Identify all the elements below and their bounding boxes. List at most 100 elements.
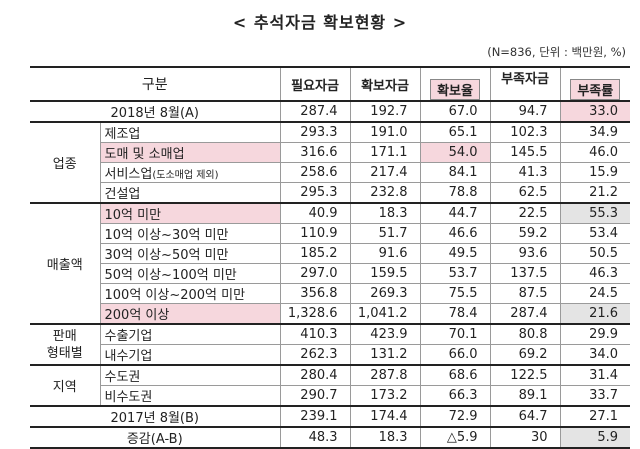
row-label: 30억 이상~50억 미만 xyxy=(99,243,281,264)
cell-secured: 18.3 xyxy=(349,203,421,224)
cell-secured: 269.3 xyxy=(349,283,421,304)
header-shortfall: 부족자금 xyxy=(489,66,561,102)
cell-required: 239.1 xyxy=(279,406,351,428)
row-label: 도매 및 소매업 xyxy=(99,142,281,163)
cell-secured-ratio: 66.0 xyxy=(419,344,491,366)
group-label-industry: 업종 xyxy=(30,122,100,204)
cell-secured: 171.1 xyxy=(349,142,421,163)
cell-secured: 232.8 xyxy=(349,182,421,204)
row-label: 2017년 8월(B) xyxy=(30,406,281,428)
cell-required: 1,328.6 xyxy=(279,303,351,325)
cell-shortfall: 22.5 xyxy=(489,203,561,224)
cell-shortfall-ratio: 34.9 xyxy=(559,122,631,143)
cell-required: 316.6 xyxy=(279,142,351,163)
cell-secured: 217.4 xyxy=(349,162,421,183)
table-row: 매출액 10억 미만 40.9 18.3 44.7 22.5 55.3 xyxy=(30,203,631,325)
cell-secured-ratio: 72.9 xyxy=(419,406,491,428)
cell-shortfall: 287.4 xyxy=(489,303,561,325)
cell-required: 356.8 xyxy=(279,283,351,304)
row-label-cell: 서비스업(도소매업 제외) xyxy=(99,162,281,183)
table-row: 건설업 295.3 232.8 78.8 62.5 21.2 xyxy=(30,182,631,204)
table-title: < 추석자금 확보현황 > xyxy=(232,13,408,32)
cell-secured: 91.6 xyxy=(349,243,421,264)
row-label: 비수도권 xyxy=(99,385,281,407)
cell-shortfall: 145.5 xyxy=(489,142,561,163)
table-row: 100억 이상~200억 미만 356.8 269.3 75.5 87.5 24… xyxy=(30,283,631,304)
cell-secured: 191.0 xyxy=(349,122,421,143)
header-secured-ratio: 확보율 xyxy=(430,79,480,99)
cell-secured-ratio: 78.4 xyxy=(419,303,491,325)
header-row: 구분 필요자금 확보자금 확보율 부족자금 부족률 xyxy=(30,66,631,102)
cell-shortfall: 87.5 xyxy=(489,283,561,304)
table-row: 비수도권 290.7 173.2 66.3 89.1 33.7 xyxy=(30,385,631,407)
table-row: 지역 수도권 280.4 287.8 68.6 122.5 31.4 xyxy=(30,365,631,407)
cell-shortfall: 137.5 xyxy=(489,263,561,284)
cell-secured-ratio: 70.1 xyxy=(419,324,491,345)
cell-secured-ratio: 66.3 xyxy=(419,385,491,407)
cell-shortfall-ratio: 27.1 xyxy=(559,406,631,428)
row-label: 내수기업 xyxy=(99,344,281,366)
table-row: 2018년 8월(A) 287.4 192.7 67.0 94.7 33.0 xyxy=(30,101,631,123)
cell-shortfall: 30 xyxy=(489,427,561,449)
cell-shortfall-ratio: 34.0 xyxy=(559,344,631,366)
row-label: 100억 이상~200억 미만 xyxy=(99,283,281,304)
header-secured: 확보자금 xyxy=(349,66,421,102)
cell-required: 295.3 xyxy=(279,182,351,204)
cell-shortfall: 89.1 xyxy=(489,385,561,407)
cell-required: 410.3 xyxy=(279,324,351,345)
row-label-note: (도소매업 제외) xyxy=(152,170,219,181)
cell-required: 280.4 xyxy=(279,365,351,386)
cell-secured-ratio: 67.0 xyxy=(419,101,491,123)
cell-shortfall-ratio: 24.5 xyxy=(559,283,631,304)
cell-shortfall-ratio: 46.0 xyxy=(559,142,631,163)
table-row: 도매 및 소매업 316.6 171.1 54.0 145.5 46.0 xyxy=(30,142,631,163)
row-label: 50억 이상~100억 미만 xyxy=(99,263,281,284)
cell-shortfall-ratio: 21.2 xyxy=(559,182,631,204)
cell-secured: 18.3 xyxy=(349,427,421,449)
cell-secured-ratio: 78.8 xyxy=(419,182,491,204)
cell-shortfall: 59.2 xyxy=(489,223,561,244)
row-label: 10억 이상~30억 미만 xyxy=(99,223,281,244)
header-shortfall-ratio-cell: 부족률 xyxy=(559,66,631,102)
cell-secured: 159.5 xyxy=(349,263,421,284)
row-label: 수출기업 xyxy=(99,324,281,345)
cell-secured: 287.8 xyxy=(349,365,421,386)
table-row: 200억 이상 1,328.6 1,041.2 78.4 287.4 21.6 xyxy=(30,303,631,325)
header-secured-ratio-cell: 확보율 xyxy=(419,66,491,102)
row-label: 제조업 xyxy=(99,122,281,143)
table-row: 10억 이상~30억 미만 110.9 51.7 46.6 59.2 53.4 xyxy=(30,223,631,244)
header-shortfall-ratio: 부족률 xyxy=(570,79,621,99)
header-category: 구분 xyxy=(30,66,281,102)
unit-note: (N=836, 단위 : 백만원, %) xyxy=(487,45,626,59)
cell-secured: 1,041.2 xyxy=(349,303,421,325)
cell-shortfall: 41.3 xyxy=(489,162,561,183)
cell-shortfall-ratio: 53.4 xyxy=(559,223,631,244)
group-label-sales-type: 판매 형태별 xyxy=(30,324,100,366)
cell-secured-ratio: 44.7 xyxy=(419,203,491,224)
cell-shortfall: 94.7 xyxy=(489,101,561,123)
table-row: 증감(A-B) 48.3 18.3 △5.9 30 5.9 xyxy=(30,427,631,449)
cell-required: 293.3 xyxy=(279,122,351,143)
row-label: 서비스업 xyxy=(104,167,153,182)
cell-secured-ratio: 84.1 xyxy=(419,162,491,183)
cell-shortfall: 64.7 xyxy=(489,406,561,428)
cell-shortfall-ratio: 50.5 xyxy=(559,243,631,264)
cell-shortfall-ratio: 31.4 xyxy=(559,365,631,386)
cell-required: 297.0 xyxy=(279,263,351,284)
table-row: 30억 이상~50억 미만 185.2 91.6 49.5 93.6 50.5 xyxy=(30,243,631,264)
cell-shortfall-ratio: 29.9 xyxy=(559,324,631,345)
cell-secured-ratio: 46.6 xyxy=(419,223,491,244)
header-required: 필요자금 xyxy=(279,66,351,102)
table-row: 판매 형태별 수출기업 410.3 423.9 70.1 80.8 29.9 xyxy=(30,324,631,366)
cell-required: 287.4 xyxy=(279,101,351,123)
table-row: 50억 이상~100억 미만 297.0 159.5 53.7 137.5 46… xyxy=(30,263,631,284)
cell-required: 40.9 xyxy=(279,203,351,224)
cell-secured-ratio: 54.0 xyxy=(419,142,491,163)
cell-required: 48.3 xyxy=(279,427,351,449)
group-label-region: 지역 xyxy=(30,365,100,407)
cell-secured: 423.9 xyxy=(349,324,421,345)
group-label-line: 형태별 xyxy=(46,345,83,361)
cell-secured: 131.2 xyxy=(349,344,421,366)
cell-secured-ratio: 49.5 xyxy=(419,243,491,264)
row-label: 증감(A-B) xyxy=(30,427,281,449)
